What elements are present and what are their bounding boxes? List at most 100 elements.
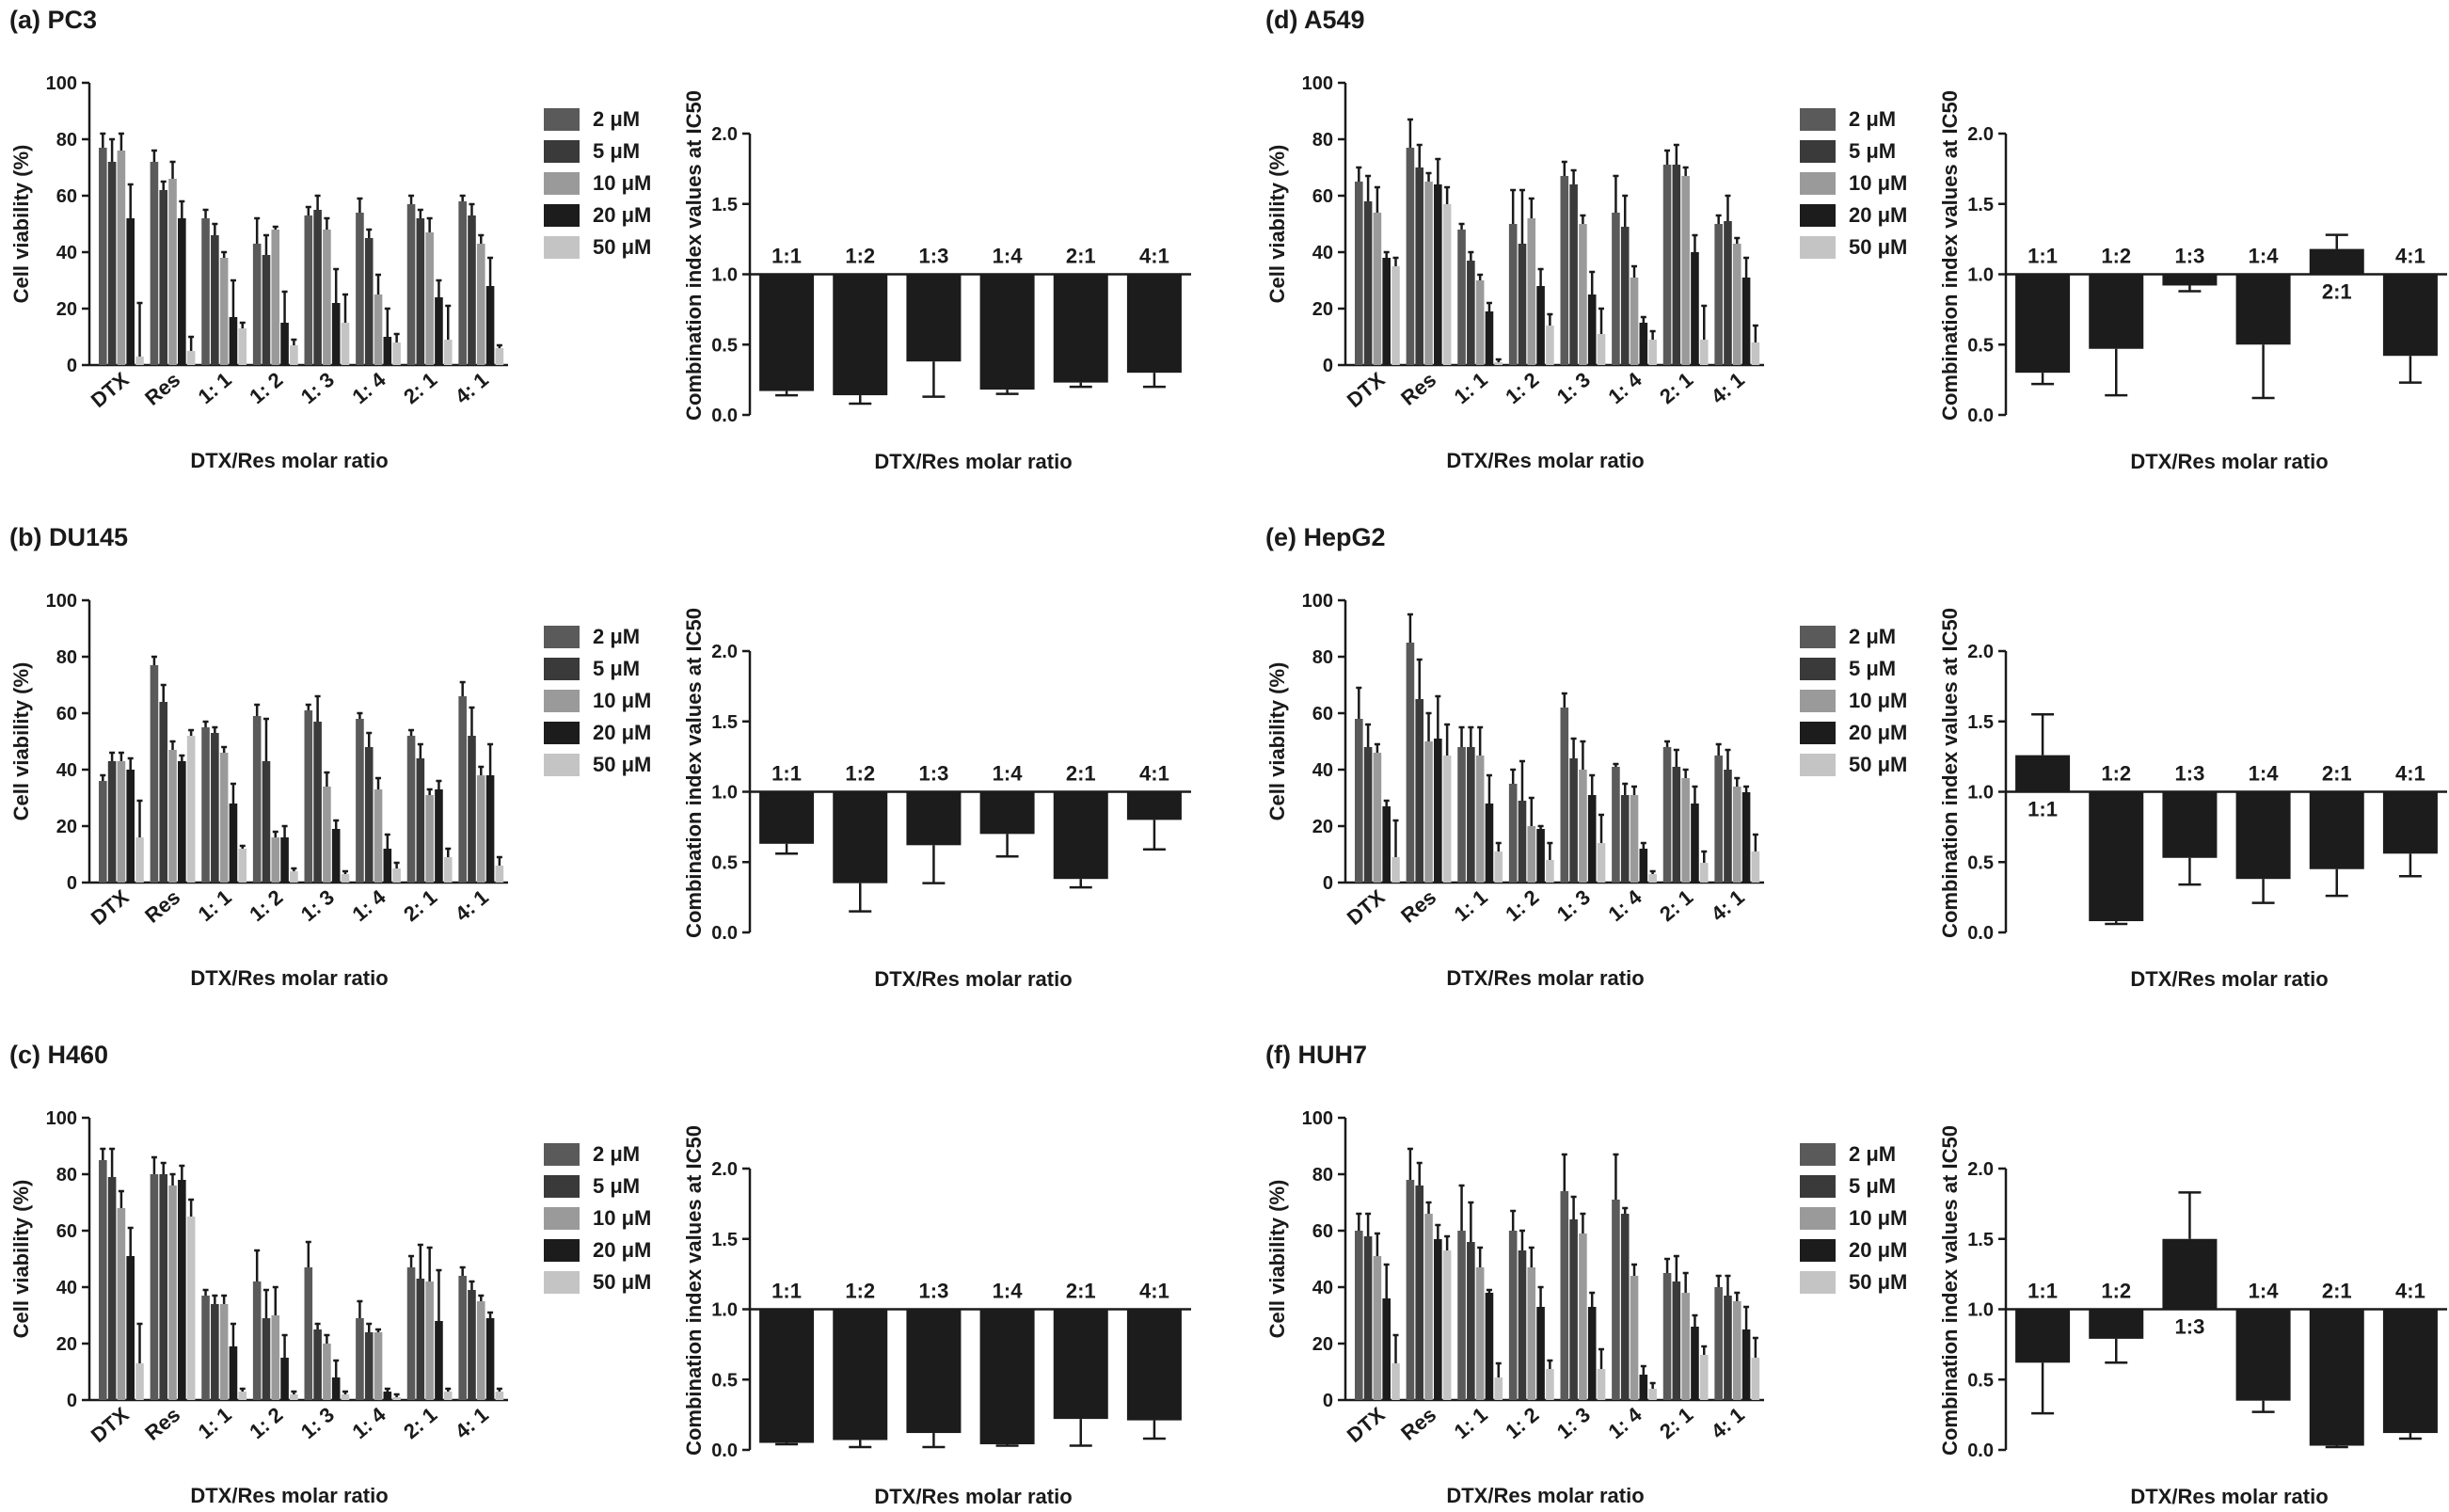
y-tick-label: 2.0 <box>711 642 738 662</box>
bar <box>341 323 350 365</box>
x-axis-label: DTX/Res molar ratio <box>874 450 1072 473</box>
ratio-label: 4:1 <box>1139 762 1169 786</box>
bar <box>201 1296 210 1400</box>
y-axis-label: Combination index values at IC50 <box>1938 1125 1962 1456</box>
bar <box>1620 227 1630 365</box>
bar <box>1457 747 1466 883</box>
ratio-label: 1:4 <box>2249 245 2280 268</box>
x-tick-label: 1: 1 <box>194 885 236 927</box>
bar <box>1587 294 1597 365</box>
x-tick-label: DTX <box>1343 367 1390 412</box>
bar <box>416 218 425 365</box>
bar <box>107 761 117 883</box>
y-axis-label: Cell viability (%) <box>9 662 33 821</box>
bar <box>435 297 443 365</box>
bar <box>1355 719 1363 883</box>
ratio-label: 1:1 <box>771 762 802 786</box>
bar <box>1475 1267 1485 1400</box>
x-axis-label: DTX/Res molar ratio <box>190 449 388 472</box>
legend-swatch <box>1800 236 1836 259</box>
x-tick-label: 1: 4 <box>348 884 391 926</box>
x-tick-label: 1: 2 <box>1501 1403 1543 1444</box>
bar <box>126 1256 135 1400</box>
bar <box>168 179 177 365</box>
bar <box>1434 739 1442 883</box>
ci-bar <box>906 274 962 362</box>
bar <box>341 874 350 883</box>
y-tick-label: 0.0 <box>1967 1440 1994 1461</box>
x-tick-label: 1: 4 <box>1604 884 1647 926</box>
ratio-label: 1:1 <box>2028 1280 2058 1303</box>
bar <box>313 722 322 883</box>
bar <box>1457 230 1466 365</box>
ci-bar <box>2309 1309 2364 1446</box>
bar <box>1648 1389 1657 1400</box>
y-tick-label: 80 <box>56 1165 77 1186</box>
x-tick-label: 4: 1 <box>1707 1403 1749 1444</box>
y-tick-label: 60 <box>1312 704 1333 724</box>
legend-label: 2 μM <box>1849 107 1896 131</box>
bar <box>1373 1256 1382 1400</box>
bar <box>1620 795 1630 883</box>
bar <box>1699 863 1709 883</box>
x-tick-label: Res <box>140 885 184 928</box>
bar <box>211 733 219 883</box>
bar <box>1424 741 1433 883</box>
bar <box>238 849 247 883</box>
bar <box>341 1394 350 1400</box>
y-tick-label: 0.5 <box>1967 852 1994 873</box>
bar <box>1406 148 1415 365</box>
bar <box>331 1377 341 1400</box>
bar <box>238 1392 247 1400</box>
ratio-label: 1:3 <box>2175 1315 2205 1339</box>
x-tick-label: 1: 1 <box>1450 368 1492 409</box>
legend-label: 2 μM <box>593 107 640 131</box>
bar <box>1406 643 1415 883</box>
chart-title: (f) HUH7 <box>1265 1041 1367 1069</box>
y-tick-label: 2.0 <box>1967 642 1994 662</box>
legend-label: 20 μM <box>593 721 651 744</box>
bar <box>1391 266 1400 365</box>
bar <box>1546 326 1554 365</box>
bar <box>135 837 144 883</box>
legend-label: 50 μM <box>593 235 651 259</box>
bar <box>383 337 392 365</box>
ci-bar <box>1053 274 1108 383</box>
bar <box>304 1267 313 1400</box>
x-tick-label: DTX <box>1343 1402 1390 1447</box>
ratio-label: 1:1 <box>771 1280 802 1303</box>
ci-bar <box>2089 791 2144 922</box>
bar <box>229 1346 238 1400</box>
ratio-label: 4:1 <box>2395 1280 2425 1303</box>
legend-label: 5 μM <box>1849 1174 1896 1198</box>
y-tick-label: 0.5 <box>711 335 738 356</box>
y-tick-label: 1.0 <box>711 265 738 286</box>
ci-bar <box>1126 274 1182 374</box>
bar <box>280 837 289 883</box>
legend-swatch <box>544 1207 580 1230</box>
x-tick-label: 1: 1 <box>194 1403 236 1444</box>
bar <box>331 829 341 883</box>
legend-swatch <box>1800 108 1836 131</box>
y-tick-label: 80 <box>1312 1165 1333 1186</box>
x-tick-label: Res <box>1396 885 1440 928</box>
legend-swatch <box>544 722 580 744</box>
bar <box>1467 747 1475 883</box>
bar <box>443 857 453 883</box>
bar <box>168 750 177 883</box>
bar <box>1612 213 1620 365</box>
y-axis-label: Cell viability (%) <box>9 1180 33 1339</box>
bar <box>1536 1307 1545 1400</box>
chart-title: (a) PC3 <box>9 6 97 34</box>
bar <box>1442 204 1452 365</box>
bar <box>1681 778 1690 883</box>
bar <box>1475 280 1485 365</box>
x-tick-label: 1: 3 <box>1552 368 1595 409</box>
bar <box>485 1318 495 1400</box>
y-tick-label: 20 <box>1312 817 1333 837</box>
y-tick-label: 20 <box>56 299 77 320</box>
ci-bar <box>2235 791 2291 880</box>
ci-bar <box>2382 791 2438 854</box>
